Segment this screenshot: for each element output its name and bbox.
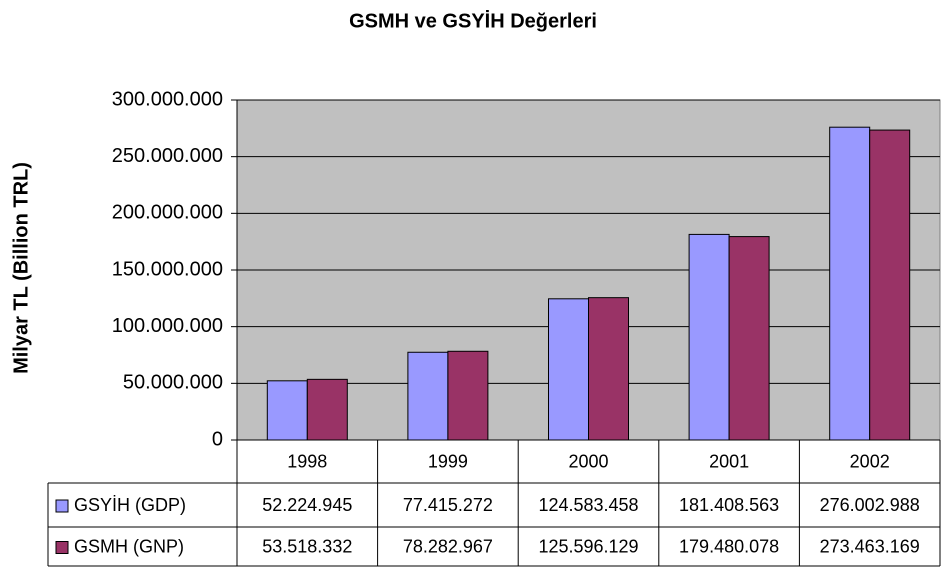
data-label: 273.463.169 <box>820 536 920 556</box>
x-tick-label: 2001 <box>709 451 749 471</box>
legend-swatch <box>55 541 69 554</box>
chart-title: GSMH ve GSYİH Değerleri <box>349 9 597 32</box>
y-tick-label: 0 <box>212 428 223 450</box>
bar <box>728 236 770 441</box>
data-label: 276.002.988 <box>820 495 920 515</box>
data-label: 181.408.563 <box>679 495 779 515</box>
bar <box>588 297 629 441</box>
y-tick-label: 300.000.000 <box>112 88 223 110</box>
y-axis-label: Milyar TL (Billion TRL) <box>10 162 32 374</box>
y-tick-label: 250.000.000 <box>112 145 223 167</box>
bar <box>829 126 871 441</box>
x-tick-label: 2002 <box>850 451 890 471</box>
x-tick-label: 1998 <box>287 451 327 471</box>
legend-label: GSYİH (GDP) <box>74 495 186 515</box>
data-label: 78.282.967 <box>403 536 493 556</box>
data-label: 52.224.945 <box>262 495 352 515</box>
data-label: 179.480.078 <box>679 536 779 556</box>
legend-swatch <box>55 499 69 513</box>
bar <box>447 350 489 441</box>
data-label: 77.415.272 <box>403 495 493 515</box>
y-tick-label: 100.000.000 <box>112 315 223 337</box>
bar <box>266 380 308 441</box>
y-tick-label: 200.000.000 <box>112 202 223 224</box>
y-tick-label: 50.000.000 <box>123 372 223 394</box>
data-label: 125.596.129 <box>538 536 638 556</box>
x-tick-label: 2000 <box>568 451 608 471</box>
data-label: 53.518.332 <box>262 536 352 556</box>
bar <box>869 129 911 441</box>
legend-label: GSMH (GNP) <box>74 536 184 556</box>
data-label: 124.583.458 <box>538 495 638 515</box>
bar <box>548 298 589 441</box>
bar <box>407 351 449 441</box>
bar <box>688 233 730 441</box>
bar <box>306 378 348 441</box>
x-tick-label: 1999 <box>428 451 468 471</box>
y-tick-label: 150.000.000 <box>112 258 223 280</box>
